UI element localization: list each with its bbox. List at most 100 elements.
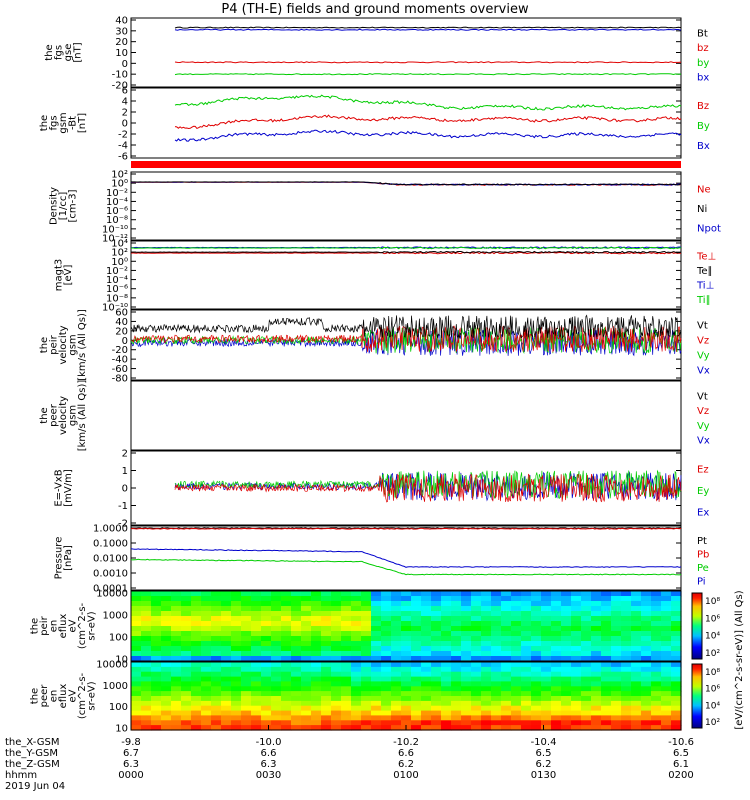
- spectrogram-cell: [601, 725, 612, 731]
- spectrogram-cell: [191, 606, 202, 612]
- spectrogram-cell: [481, 720, 492, 726]
- spectrogram-cell: [571, 591, 582, 597]
- spectrogram-cell: [511, 681, 522, 687]
- spectrogram-cell: [271, 626, 282, 632]
- spectrogram-cell: [221, 651, 232, 657]
- spectrogram-cell: [471, 696, 482, 702]
- spectrogram-cell: [251, 656, 262, 662]
- spectrogram-cell: [141, 596, 152, 602]
- spectrogram-cell: [531, 681, 542, 687]
- panel-3-ytick-label: 10⁻⁴: [106, 197, 128, 208]
- spectrogram-cell: [451, 606, 462, 612]
- spectrogram-cell: [231, 656, 242, 662]
- spectrogram-cell: [141, 720, 152, 726]
- spectrogram-cell: [451, 621, 462, 627]
- spectrogram-cell: [431, 611, 442, 617]
- spectrogram-cell: [661, 725, 672, 731]
- panel-4-ylabel: magt3: [53, 259, 64, 292]
- xtick-label: -10.6: [668, 737, 694, 748]
- spectrogram-cell: [611, 591, 622, 597]
- spectrogram-cell: [461, 611, 472, 617]
- spectrogram-cell: [671, 591, 682, 597]
- spectrogram-cell: [561, 636, 572, 642]
- spectrogram-cell: [661, 646, 672, 652]
- spectrogram-cell: [611, 662, 622, 668]
- spectrogram-cell: [411, 591, 422, 597]
- colorbar-label: [eV/(cm^2-s-sr-eV)] (All Qs): [734, 590, 745, 729]
- spectrogram-cell: [291, 705, 302, 712]
- spectrogram-cell: [601, 596, 612, 602]
- spectrogram-cell: [151, 696, 162, 702]
- spectrogram-cell: [521, 671, 532, 678]
- spectrogram-cell: [581, 591, 592, 597]
- xtick-label: 6.2: [398, 759, 414, 770]
- spectrogram-cell: [551, 611, 562, 617]
- spectrogram-cell: [321, 591, 332, 597]
- spectrogram-cell: [281, 700, 292, 707]
- spectrogram-cell: [251, 681, 262, 687]
- spectrogram-cell: [281, 636, 292, 642]
- spectrogram-cell: [381, 606, 392, 612]
- spectrogram-cell: [131, 696, 142, 702]
- panel-5-ytick-label: -80: [112, 374, 128, 385]
- spectrogram-cell: [171, 725, 182, 731]
- spectrogram-cell: [581, 596, 592, 602]
- spectrogram-cell: [561, 725, 572, 731]
- spectrogram-cell: [531, 646, 542, 652]
- spectrogram-cell: [351, 681, 362, 687]
- xtick-label: 6.7: [123, 748, 139, 759]
- spectrogram-cell: [271, 691, 282, 697]
- panel-6-ylabel: gsm: [68, 405, 79, 426]
- panel-10-ylabel: eV: [68, 689, 79, 702]
- panel-9-ylabel: eflux: [58, 614, 69, 639]
- spectrogram-cell: [471, 626, 482, 632]
- spectrogram-cell: [641, 666, 652, 673]
- spectrogram-cell: [441, 596, 452, 602]
- spectrogram-cell: [341, 631, 352, 637]
- spectrogram-cell: [161, 700, 172, 707]
- xtick-label: 6.5: [536, 748, 552, 759]
- spectrogram-cell: [141, 686, 152, 692]
- spectrogram-cell: [421, 710, 432, 717]
- spectrogram-cell: [421, 601, 432, 607]
- spectrogram-cell: [211, 621, 222, 627]
- spectrogram-cell: [331, 596, 342, 602]
- series-line-bz: [174, 114, 682, 130]
- spectrogram-cell: [391, 705, 402, 712]
- spectrogram-cell: [631, 681, 642, 687]
- spectrogram-cell: [581, 681, 592, 687]
- spectrogram-cell: [411, 626, 422, 632]
- spectrogram-cell: [151, 700, 162, 707]
- spectrogram-cell: [231, 662, 242, 668]
- spectrogram-cell: [171, 696, 182, 702]
- spectrogram-cell: [591, 596, 602, 602]
- spectrogram-cell: [571, 656, 582, 662]
- spectrogram-cell: [551, 725, 562, 731]
- spectrogram-cell: [401, 641, 412, 647]
- spectrogram-cell: [591, 676, 602, 683]
- panel-9-ytick-label: 100: [109, 633, 128, 644]
- spectrogram-cell: [311, 725, 322, 731]
- spectrogram-cell: [291, 666, 302, 673]
- spectrogram-cell: [561, 616, 572, 622]
- spectrogram-cell: [161, 656, 172, 662]
- spectrogram-cell: [451, 725, 462, 731]
- spectrogram-cell: [461, 676, 472, 683]
- spectrogram-cell: [281, 601, 292, 607]
- spectrogram-cell: [361, 596, 372, 602]
- spectrogram-cell: [441, 626, 452, 632]
- spectrogram-cell: [641, 715, 652, 721]
- spectrogram-cell: [381, 656, 392, 662]
- spectrogram-cell: [191, 671, 202, 678]
- spectrogram-cell: [131, 596, 142, 602]
- spectrogram-cell: [591, 656, 602, 662]
- spectrogram-cell: [481, 715, 492, 721]
- spectrogram-cell: [411, 636, 422, 642]
- spectrogram-cell: [541, 636, 552, 642]
- spectrogram-cell: [321, 651, 332, 657]
- spectrogram-cell: [281, 666, 292, 673]
- spectrogram-cell: [621, 611, 632, 617]
- spectrogram-cell: [501, 641, 512, 647]
- panel-7-ytick-label: -1: [118, 501, 128, 512]
- spectrogram-cell: [351, 710, 362, 717]
